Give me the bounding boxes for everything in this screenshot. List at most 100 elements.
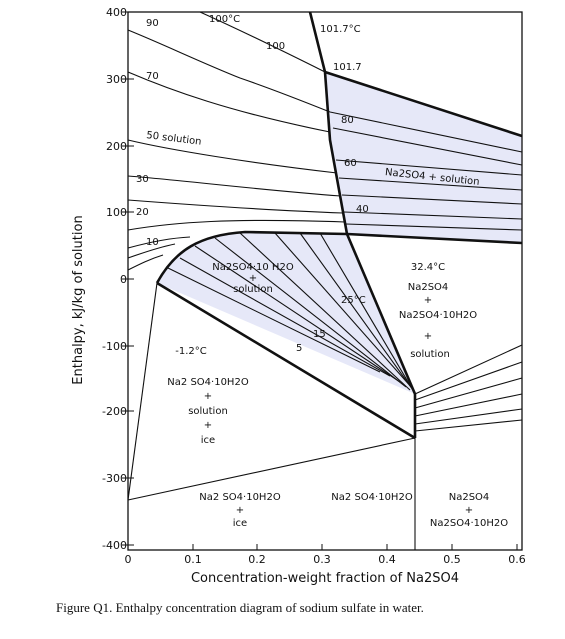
x-tick-labels: 0 0.1 0.2 0.3 0.4 0.5 0.6 — [125, 553, 526, 566]
region4-line2: + — [204, 391, 212, 402]
region5-line1: Na2 SO4·10H2O — [199, 492, 281, 503]
label-5: 5 — [296, 343, 302, 354]
isotherm-r1b — [338, 177, 523, 191]
label-90: 90 — [146, 18, 159, 29]
fan-right-5 — [414, 408, 523, 425]
fan-right-1 — [414, 344, 523, 395]
label-30: 30 — [136, 174, 149, 185]
boundary-101-7 — [308, 11, 349, 235]
isotherm-low3 — [127, 254, 164, 271]
region2-line3: solution — [233, 284, 273, 295]
isotherm-50 — [127, 139, 338, 174]
isotherms — [127, 11, 523, 550]
y-tick-300: 300 — [106, 73, 127, 86]
shaded-region-na2so4-solution — [325, 72, 522, 243]
tie-line-7 — [299, 232, 414, 391]
label-15: 15 — [313, 329, 326, 340]
isotherm-40 — [341, 194, 523, 205]
label-80: 80 — [341, 115, 354, 126]
eutectic-bottom — [127, 437, 416, 501]
label-101-7: 101.7 — [333, 62, 362, 73]
label-101-7c: 101.7°C — [320, 24, 361, 35]
label-70: 70 — [146, 71, 159, 82]
plot-frame — [127, 11, 523, 551]
fan-right-4 — [414, 393, 523, 417]
label-60: 60 — [344, 158, 357, 169]
region7-line2: + — [465, 505, 473, 516]
region4-line3: solution — [188, 406, 228, 417]
label-10: 10 — [146, 237, 159, 248]
y-tick-0: 0 — [120, 273, 127, 286]
region7-line3: Na2SO4·10H2O — [430, 518, 508, 529]
isotherm-60 — [335, 159, 523, 176]
tie-line-6 — [167, 267, 381, 373]
region3-line1: Na2SO4 — [408, 282, 449, 293]
region3-line3: Na2SO4·10H2O — [399, 310, 477, 321]
y-tick-m400: -400 — [102, 539, 127, 552]
region4-line4: + — [204, 420, 212, 431]
isotherm-r1c — [343, 211, 523, 220]
y-tick-100: 100 — [106, 206, 127, 219]
y-tick-200: 200 — [106, 140, 127, 153]
tie-line-3 — [214, 237, 407, 388]
x-tick-05: 0.5 — [443, 553, 461, 566]
fan-right-6 — [414, 419, 523, 432]
x-tick-02: 0.2 — [248, 553, 266, 566]
label-50: 50 solution — [146, 130, 202, 148]
boundary-decahydrate-curve — [155, 230, 348, 284]
tie-line-5 — [179, 257, 391, 377]
y-axis-label: Enthalpy, kJ/kg of solution — [71, 215, 86, 384]
x-tick-01: 0.1 — [184, 553, 202, 566]
boundary-middle — [346, 232, 523, 245]
y-tick-labels: 400 300 200 100 0 -100 -200 -300 -400 — [102, 6, 127, 552]
label-100: 100 — [266, 41, 285, 52]
isotherm-r1a — [332, 127, 523, 166]
label-40: 40 — [356, 204, 369, 215]
isotherm-10 — [127, 219, 346, 231]
y-tick-m100: -100 — [102, 340, 127, 353]
phase-boundaries — [155, 11, 523, 440]
region3-line2: + — [424, 295, 432, 306]
region3-line5: solution — [410, 349, 450, 360]
region7-line1: Na2SO4 — [449, 492, 490, 503]
figure-caption: Figure Q1. Enthalpy concentration diagra… — [56, 600, 424, 615]
region4-line5: ice — [201, 435, 215, 446]
region3-temp: 32.4°C — [411, 262, 445, 273]
x-tick-03: 0.3 — [313, 553, 331, 566]
x-tick-06: 0.6 — [508, 553, 526, 566]
y-tick-m200: -200 — [102, 405, 127, 418]
isotherm-20 — [127, 199, 344, 214]
tie-line-4 — [194, 245, 401, 383]
fan-right-3 — [414, 377, 523, 409]
y-tick-m300: -300 — [102, 472, 127, 485]
isotherm-100 — [199, 11, 326, 73]
region2-line1: Na2SO4·10 H2O — [212, 262, 294, 273]
x-tick-04: 0.4 — [378, 553, 396, 566]
isotherm-30 — [127, 175, 342, 197]
isotherm-90 — [127, 29, 331, 113]
region5-line3: ice — [233, 518, 247, 529]
region3-line4: + — [424, 331, 432, 342]
region5-line2: + — [236, 505, 244, 516]
region2-line2: + — [249, 273, 257, 284]
boundary-diagonal — [345, 233, 417, 395]
x-tick-0: 0 — [125, 553, 132, 566]
x-axis-label: Concentration-weight fraction of Na2SO4 — [191, 571, 459, 586]
isotherm-labels: 90 70 50 solution 30 20 10 100 100°C 101… — [136, 14, 369, 354]
label-100c: 100°C — [209, 14, 240, 25]
y-tick-400: 400 — [106, 6, 127, 19]
label-25c: 25°C — [341, 295, 366, 306]
label-20: 20 — [136, 207, 149, 218]
region4-temp: -1.2°C — [175, 346, 207, 357]
region6-line1: Na2 SO4·10H2O — [331, 492, 413, 503]
isotherm-low1 — [127, 236, 191, 249]
tie-line-2 — [274, 232, 413, 389]
x-ticks — [127, 544, 518, 550]
boundary-upper — [324, 70, 523, 138]
ice-boundary — [127, 282, 158, 501]
isotherm-70 — [127, 71, 331, 133]
boundary-lower — [156, 281, 416, 440]
isotherm-low2 — [127, 243, 176, 259]
isotherm-80 — [329, 111, 523, 153]
